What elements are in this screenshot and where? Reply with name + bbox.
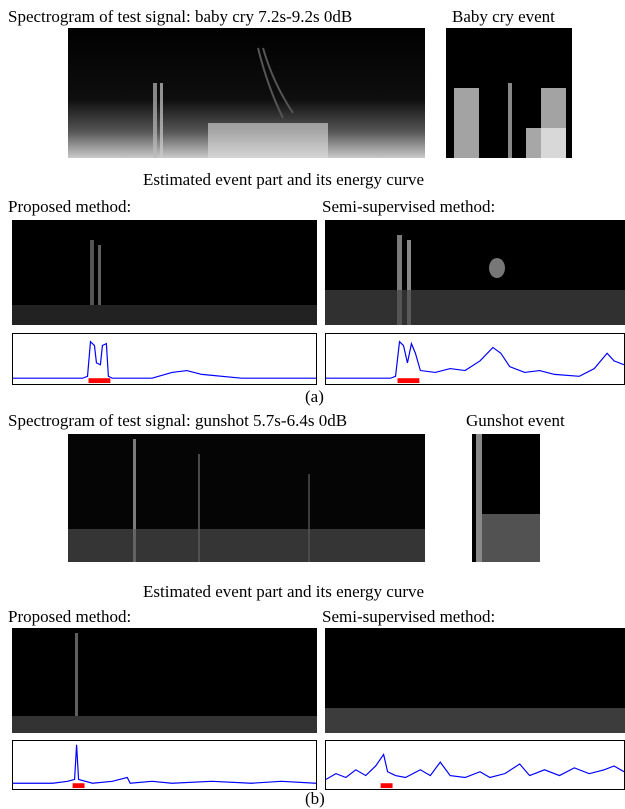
panel-a-proposed-spectrogram (12, 220, 317, 325)
baby-cry-test-spectrogram (68, 28, 425, 158)
panel-a-proposed-energy-curve (12, 333, 317, 385)
panel-b-event-title: Gunshot event (466, 411, 565, 430)
panel-b-estimated-title: Estimated event part and its energy curv… (143, 582, 425, 601)
panel-a-estimated-title: Estimated event part and its energy curv… (143, 170, 425, 189)
panel-b-semi-spectrogram (325, 628, 625, 733)
panel-b-proposed-spectrogram (12, 628, 317, 733)
panel-a-semi-spectrogram (325, 220, 625, 325)
panel-a-semi-label: Semi-supervised method: (322, 197, 496, 216)
panel-a-event-title: Baby cry event (452, 7, 555, 26)
panel-b-proposed-label: Proposed method: (8, 607, 132, 626)
gunshot-test-spectrogram (68, 434, 425, 562)
panel-b-caption: (b) (305, 789, 325, 808)
panel-b-proposed-energy-curve (12, 740, 317, 790)
panel-a-proposed-label: Proposed method: (8, 197, 132, 216)
panel-a-semi-energy-curve (325, 333, 625, 385)
panel-b-semi-energy-curve (325, 740, 625, 790)
baby-cry-event-spectrogram (446, 28, 572, 158)
gunshot-event-spectrogram (472, 434, 540, 562)
panel-a-caption: (a) (305, 387, 324, 406)
panel-b-spectrogram-title: Spectrogram of test signal: gunshot 5.7s… (8, 411, 348, 430)
panel-b-semi-label: Semi-supervised method: (322, 607, 496, 626)
panel-a-spectrogram-title: Spectrogram of test signal: baby cry 7.2… (8, 7, 353, 26)
